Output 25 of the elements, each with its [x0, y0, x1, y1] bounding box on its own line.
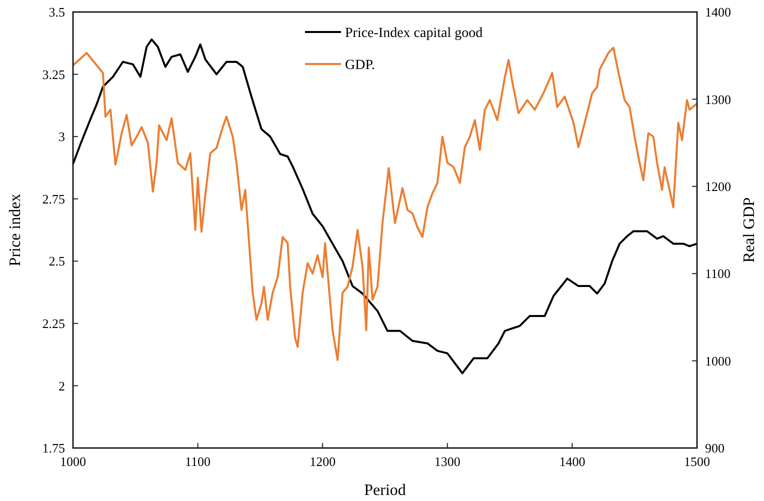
y2-tick-label: 1300: [705, 92, 731, 107]
y-tick-label: 3.5: [48, 4, 65, 20]
y-tick-label: 3.25: [42, 66, 65, 82]
y2-tick-label: 900: [705, 440, 724, 456]
y2-tick-label: 1400: [705, 4, 731, 20]
y-tick-label: 2: [58, 378, 65, 394]
legend-label: GDP.: [345, 58, 375, 73]
y-tick-label: 2.75: [42, 191, 65, 206]
y-tick-label: 1.75: [42, 440, 65, 456]
x-axis-title: Period: [364, 482, 406, 499]
x-tick-label: 1400: [559, 454, 586, 469]
x-tick-label: 1200: [310, 454, 336, 469]
x-tick-label: 1300: [434, 454, 460, 469]
y2-tick-label: 1200: [705, 178, 731, 194]
x-tick-label: 1100: [185, 454, 211, 469]
y2-tick-label: 1100: [705, 266, 731, 282]
y-axis-title: Price index: [7, 194, 24, 266]
y-tick-label: 2.25: [42, 316, 65, 331]
x-tick-label: 1500: [684, 454, 710, 469]
y2-axis-title: Real GDP: [741, 197, 758, 263]
x-tick-label: 1000: [60, 454, 86, 469]
legend-label: Price-Index capital good: [345, 26, 483, 41]
y2-tick-label: 1000: [705, 353, 731, 368]
y-tick-label: 2.5: [48, 254, 65, 269]
y-tick-label: 3: [58, 129, 65, 144]
